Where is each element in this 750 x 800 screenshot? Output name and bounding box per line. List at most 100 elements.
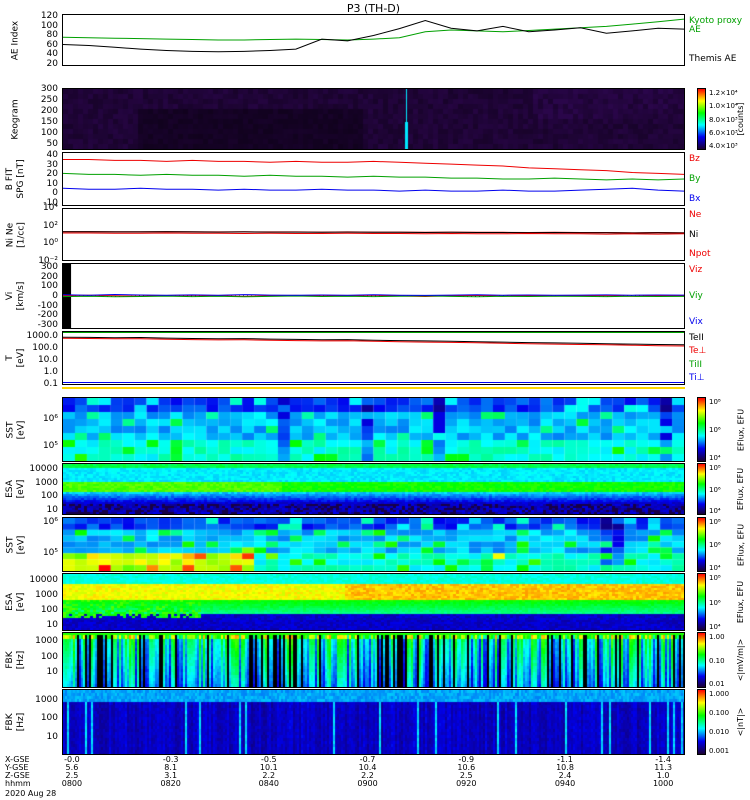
spectrogram-canvas xyxy=(63,633,684,687)
panel-esa-ions: ESA [eV] 10000 1000 100 10 10⁸ 10⁶ 10⁴ EFlux, EFU xyxy=(0,463,750,515)
y-tick-label: 50 xyxy=(46,139,58,150)
axis-value: 2.4 xyxy=(558,771,572,780)
y-tick-label: 100 xyxy=(40,128,58,139)
y-tick-label: -100 xyxy=(37,300,58,311)
plot-area xyxy=(62,397,685,462)
series-label: Vix xyxy=(689,317,703,327)
axis-row: hhmm 0800 0820 0840 0900 0920 0940 1000 xyxy=(0,780,750,788)
y-tick-label: 10000 xyxy=(29,575,58,586)
axis-value: 2.2 xyxy=(361,771,374,780)
y-tick-label: 250 xyxy=(40,95,58,106)
y-tick-label: 10⁶ xyxy=(42,517,58,528)
plot-area xyxy=(62,689,685,755)
spectrogram-canvas xyxy=(63,464,684,514)
colorbar-unit-label: <|mV/m|> xyxy=(736,638,745,682)
y-tick-label: 100 xyxy=(40,713,58,724)
y-tick-label: 10⁻² xyxy=(38,256,58,266)
axis-value: -0.0 xyxy=(64,755,80,764)
y-tick-label: 10⁴ xyxy=(42,203,58,213)
y-tick-label: 300 xyxy=(40,261,58,272)
axis-row-label: hhmm xyxy=(5,779,31,788)
line-plot xyxy=(63,264,684,328)
colorbar-tick-label: 10⁴ xyxy=(709,623,721,631)
colorbar-tick-label: 0.10 xyxy=(709,656,725,665)
axis-value: 5.6 xyxy=(65,763,79,772)
line-plot xyxy=(63,18,684,53)
series-label: Npot xyxy=(689,249,711,259)
colorbar-unit-label: EFlux, EFU xyxy=(736,408,745,451)
axis-value: 2.5 xyxy=(65,771,79,780)
y-tick-label: 100 xyxy=(40,20,58,31)
spectrogram-canvas xyxy=(63,398,684,461)
plot-area xyxy=(62,463,685,515)
series-label: Themis AE xyxy=(689,54,737,64)
colorbar-tick-label: 10⁸ xyxy=(709,518,721,526)
plot-area xyxy=(62,152,685,206)
axis-row-label: Y-GSE xyxy=(5,763,29,772)
axis-row: X-GSE -0.0 -0.3 -0.5 -0.7 -0.9 -1.1 -1.4 xyxy=(0,756,750,764)
spectrogram-canvas xyxy=(63,518,684,571)
colorbar-tick-label: 10⁶ xyxy=(709,541,721,549)
y-tick-label: 10² xyxy=(42,220,58,231)
series-label: Viy xyxy=(689,291,703,301)
line-plot xyxy=(63,231,684,235)
colorbar-tick-label: 10⁸ xyxy=(709,464,721,472)
plot-area xyxy=(62,331,685,385)
panel-velocity: Vi [km/s] 300 200 100 0 -100 -200 -300 Viz Viy Vix xyxy=(0,261,750,330)
y-tick-label: 10⁵ xyxy=(42,441,58,451)
axis-value: 0800 xyxy=(61,779,83,788)
y-tick-label: 10000 xyxy=(29,464,58,475)
series-label: TiII xyxy=(689,359,703,370)
panel-bfield: B FIT SPG [nT] 40 30 20 10 0 -10 Bz By Bx xyxy=(0,149,750,209)
axis-value: -1.1 xyxy=(557,755,573,764)
axis-row: Z-GSE 2.5 3.1 2.2 2.2 2.5 2.4 1.0 xyxy=(0,772,750,780)
axis-value: -0.9 xyxy=(458,755,475,764)
y-tick-label: 80 xyxy=(46,30,58,41)
colorbar-tick-label: 0.001 xyxy=(709,747,730,755)
axis-value: 0840 xyxy=(258,779,279,788)
y-tick-label: 100 xyxy=(40,605,58,616)
colorbar-tick-label: 10⁴ xyxy=(709,454,721,462)
spectrogram-canvas xyxy=(63,574,684,630)
colorbar-tick-label: 1.2×10⁴ xyxy=(709,89,738,97)
y-tick-label: 10 xyxy=(46,504,58,515)
colorbar-tick-label: 10⁶ xyxy=(709,426,721,434)
line-plot xyxy=(63,332,684,383)
plot-area xyxy=(62,573,685,631)
y-tick-label: 150 xyxy=(40,117,58,128)
colorbar xyxy=(697,573,706,631)
panel-density: Ni Ne [1/cc] 10⁴ 10² 10⁰ 10⁻² Ne Ni Npot xyxy=(0,203,750,266)
y-tick-label: 10 xyxy=(46,731,58,742)
series-label: Bx xyxy=(689,194,701,204)
colorbar xyxy=(697,632,706,688)
axis-value: 2.5 xyxy=(459,771,473,780)
series-label: Ni xyxy=(689,229,699,240)
spectrogram-canvas xyxy=(63,690,684,754)
colorbar-tick-label: 1.000 xyxy=(709,690,730,698)
axis-value: -0.5 xyxy=(260,755,277,764)
y-tick-label: 1.0 xyxy=(43,367,58,378)
colorbar-tick-label: 10⁸ xyxy=(709,398,721,406)
y-tick-label: 100 xyxy=(40,491,58,502)
panel-sst-ions: SST [eV] 10⁶ 10⁵ 10⁸ 10⁶ 10⁴ EFlux, EFU xyxy=(0,397,750,462)
y-tick-label: 30 xyxy=(46,159,58,170)
y-axis-label: Ni Ne [1/cc] xyxy=(5,221,26,248)
y-tick-label: 10.0 xyxy=(37,355,58,366)
colorbar-tick-label: 6.0×10³ xyxy=(709,128,738,137)
colorbar-tick-label: 4.0×10³ xyxy=(709,142,738,150)
axis-value: -1.4 xyxy=(655,755,671,764)
y-tick-label: 100.0 xyxy=(32,342,58,353)
plot-area xyxy=(62,632,685,688)
series-label: Te⊥ xyxy=(689,346,707,357)
y-tick-label: 120 xyxy=(40,11,58,22)
axis-row-label: Z-GSE xyxy=(5,771,30,780)
colorbar-tick-label: 10⁸ xyxy=(709,574,721,582)
y-tick-label: 10 xyxy=(46,620,58,631)
y-tick-label: -10 xyxy=(43,198,58,209)
axis-row-label: X-GSE xyxy=(5,755,30,764)
plot-area xyxy=(62,14,685,66)
axis-value: -0.3 xyxy=(162,755,179,764)
plot-area xyxy=(62,263,685,329)
colorbar xyxy=(697,463,706,515)
y-tick-label: 40 xyxy=(46,149,58,160)
